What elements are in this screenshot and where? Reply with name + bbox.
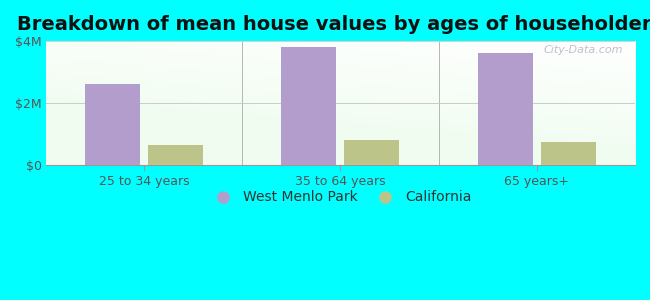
- Title: Breakdown of mean house values by ages of householders: Breakdown of mean house values by ages o…: [18, 15, 650, 34]
- Bar: [344, 140, 399, 165]
- Bar: [281, 47, 337, 165]
- Text: City-Data.com: City-Data.com: [543, 45, 623, 55]
- Bar: [148, 145, 203, 165]
- Bar: [478, 53, 533, 165]
- Bar: [541, 142, 595, 165]
- Legend: West Menlo Park, California: West Menlo Park, California: [204, 185, 477, 210]
- Bar: [85, 84, 140, 165]
